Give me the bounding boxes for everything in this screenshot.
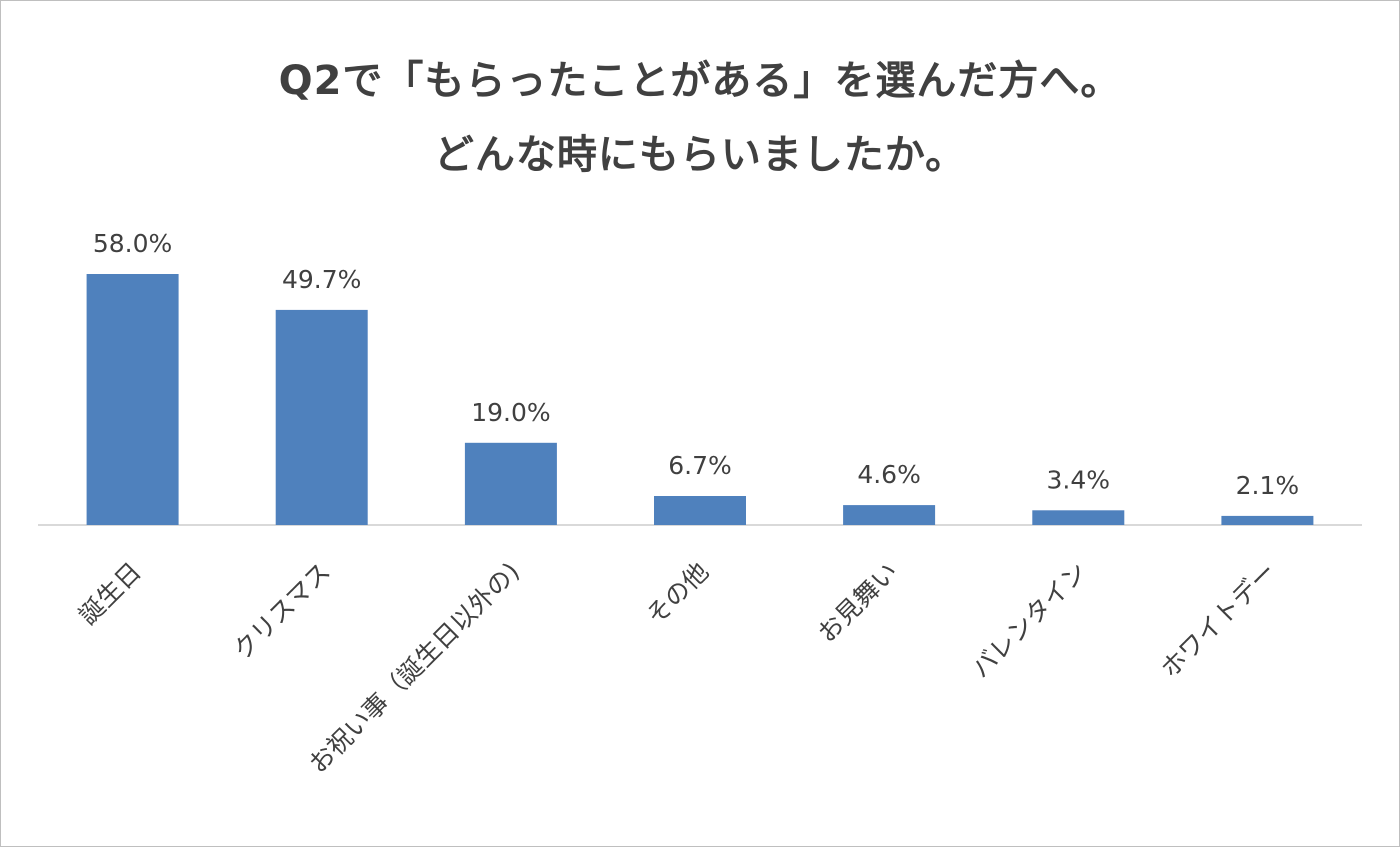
- chart-title-line-2: どんな時にもらいましたか。: [433, 132, 967, 178]
- bar-6: [1032, 510, 1125, 525]
- bar-4: [654, 496, 746, 525]
- data-label-7: 2.1%: [1236, 471, 1300, 500]
- data-label-4: 6.7%: [668, 451, 732, 480]
- data-label-3: 19.0%: [471, 398, 550, 427]
- chart-title-line-1: Q2で「もらったことがある」を選んだ方へ。: [278, 58, 1122, 104]
- category-label-2: クリスマス: [228, 557, 336, 665]
- category-label-7: ホワイトデー: [1155, 557, 1282, 684]
- category-label-4: その他: [641, 557, 715, 631]
- bar-7: [1221, 515, 1314, 525]
- bar-1: [86, 274, 179, 525]
- category-label-6: バレンタイン: [966, 557, 1093, 684]
- bar-5: [843, 505, 936, 525]
- data-labels-group: 58.0% 49.7% 19.0% 6.7% 4.6% 3.4% 2.1%: [93, 229, 1299, 500]
- category-label-5: お見舞い: [812, 557, 903, 648]
- data-label-2: 49.7%: [282, 265, 361, 294]
- bar-3: [464, 442, 557, 525]
- category-label-3: お祝い事（誕生日以外の): [303, 557, 525, 779]
- data-label-1: 58.0%: [93, 229, 172, 258]
- data-label-6: 3.4%: [1047, 465, 1111, 494]
- data-label-5: 4.6%: [857, 460, 921, 489]
- bars-group: [86, 274, 1314, 525]
- bar-2: [275, 309, 368, 525]
- category-label-1: 誕生日: [73, 557, 147, 631]
